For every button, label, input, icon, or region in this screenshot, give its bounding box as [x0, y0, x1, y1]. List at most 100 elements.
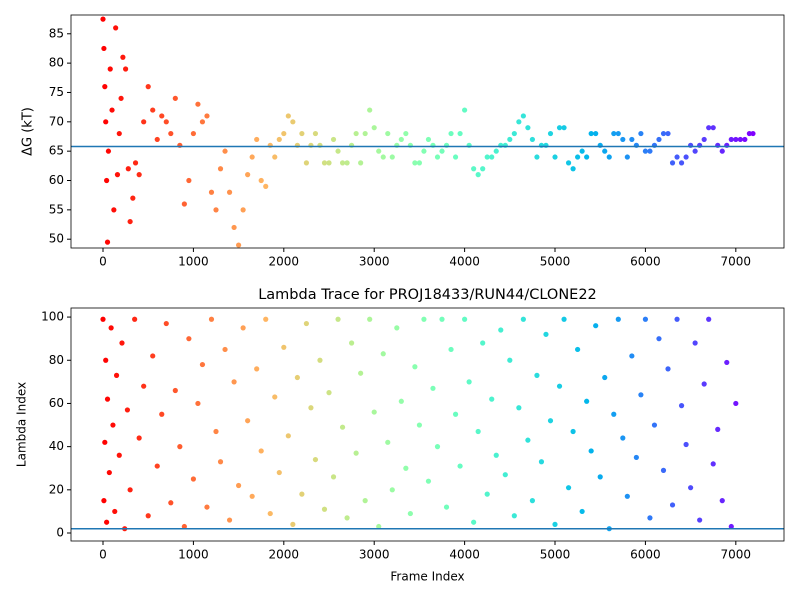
point [737, 136, 743, 143]
point [263, 183, 269, 189]
point [272, 154, 278, 160]
point [104, 239, 111, 245]
point [529, 498, 536, 504]
point [132, 316, 138, 322]
point [258, 177, 264, 184]
point [584, 398, 590, 404]
point [204, 113, 210, 119]
point [120, 54, 126, 60]
x-tick-label: 7000 [721, 255, 752, 269]
point [141, 383, 147, 389]
point [308, 405, 314, 411]
point [678, 160, 685, 166]
point [452, 411, 459, 417]
point [534, 154, 540, 160]
point [593, 323, 599, 329]
point [511, 513, 517, 519]
y-tick-label: 60 [49, 173, 64, 187]
point [240, 207, 246, 213]
point [538, 459, 545, 465]
point [208, 189, 215, 195]
point [276, 136, 282, 143]
point [172, 387, 178, 394]
point [412, 364, 418, 370]
point [385, 130, 391, 137]
point [701, 136, 707, 143]
point [226, 189, 233, 195]
point [103, 357, 109, 363]
point [168, 500, 174, 506]
point [380, 351, 386, 357]
point [150, 107, 156, 113]
point [692, 340, 698, 346]
point [638, 392, 644, 398]
point [113, 372, 120, 378]
point [376, 148, 382, 154]
chart-title: Lambda Trace for PROJ18433/RUN44/CLONE22 [258, 287, 597, 303]
point [398, 136, 404, 143]
y-axis-label: Lambda Index [15, 382, 29, 467]
point [358, 160, 364, 166]
point [249, 154, 255, 160]
point [107, 66, 113, 72]
point [254, 136, 260, 143]
point [263, 316, 269, 322]
point [130, 195, 136, 201]
point [353, 450, 359, 456]
point [132, 160, 139, 166]
point [547, 418, 554, 424]
point [584, 154, 590, 160]
x-tick-label: 3000 [359, 548, 390, 562]
point [570, 428, 576, 435]
point [579, 148, 585, 154]
point [647, 515, 653, 521]
point [231, 224, 237, 231]
axes-frame [70, 307, 785, 542]
point [552, 154, 558, 160]
point [507, 136, 513, 143]
point [163, 119, 169, 125]
point [615, 316, 621, 322]
point [471, 166, 477, 172]
point [525, 437, 531, 443]
point [101, 498, 107, 504]
point [199, 361, 206, 368]
point [217, 166, 224, 172]
point [565, 160, 572, 166]
point [236, 482, 242, 489]
point [231, 379, 237, 385]
point [719, 148, 725, 154]
point [715, 426, 721, 432]
point [669, 502, 676, 508]
y-tick-label: 80 [49, 56, 64, 70]
point [208, 316, 215, 322]
point [443, 504, 450, 510]
point [724, 359, 730, 366]
point [104, 396, 111, 402]
point [154, 463, 160, 469]
point [290, 119, 296, 125]
y-tick-label: 50 [49, 232, 64, 246]
x-tick-label: 2000 [269, 548, 300, 562]
point [245, 172, 251, 178]
point [118, 95, 124, 101]
point [249, 493, 255, 499]
point [150, 353, 156, 359]
point [145, 84, 151, 90]
point [556, 125, 563, 131]
point [669, 160, 676, 166]
point [109, 107, 115, 113]
point [276, 469, 282, 476]
point [434, 444, 441, 450]
point [728, 136, 734, 143]
point [335, 316, 341, 322]
point [116, 452, 122, 458]
point [520, 316, 526, 322]
point [195, 101, 201, 107]
point [102, 439, 108, 445]
point [367, 316, 373, 322]
point [466, 379, 472, 385]
point [588, 130, 594, 137]
point [697, 517, 703, 523]
